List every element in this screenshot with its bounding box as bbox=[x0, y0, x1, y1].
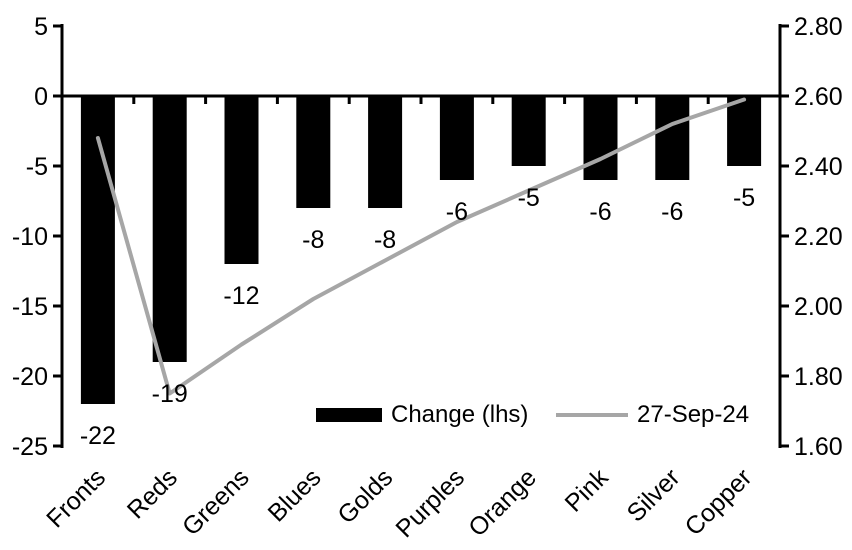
bar-value-label: -5 bbox=[518, 184, 540, 212]
bar-orange bbox=[511, 96, 546, 166]
right-axis-tick-label: 2.80 bbox=[794, 13, 843, 41]
right-axis-tick-label: 2.40 bbox=[794, 153, 843, 181]
bar-series-swatch bbox=[316, 408, 382, 422]
category-label-orange: Orange bbox=[463, 463, 542, 542]
left-axis-tick-label: 5 bbox=[34, 13, 48, 41]
left-axis-tick-label: -15 bbox=[12, 293, 48, 321]
bar-blues bbox=[296, 96, 331, 208]
bar-value-label: -19 bbox=[152, 380, 188, 408]
line-series-swatch bbox=[556, 413, 628, 417]
legend-item-change-lhs: Change (lhs) bbox=[316, 401, 528, 429]
bar-value-label: -5 bbox=[733, 184, 755, 212]
bar-value-label: -22 bbox=[80, 422, 116, 450]
bar-value-label: -8 bbox=[374, 226, 396, 254]
bar-fronts bbox=[80, 96, 115, 404]
category-label-reds: Reds bbox=[122, 463, 183, 524]
category-label-greens: Greens bbox=[177, 463, 255, 541]
bar-silver bbox=[655, 96, 690, 180]
left-axis-tick-label: 0 bbox=[34, 83, 48, 111]
bar-value-label: -6 bbox=[446, 198, 468, 226]
bar-value-label: -6 bbox=[661, 198, 683, 226]
legend-item-date-series: 27-Sep-24 bbox=[556, 401, 749, 429]
category-label-pink: Pink bbox=[560, 463, 615, 518]
left-axis-tick-label: -5 bbox=[26, 153, 48, 181]
left-axis-tick-label: -25 bbox=[12, 433, 48, 461]
right-axis-tick-label: 2.60 bbox=[794, 83, 843, 111]
bar-value-label: -12 bbox=[223, 282, 259, 310]
bar-value-label: -8 bbox=[302, 226, 324, 254]
category-label-golds: Golds bbox=[332, 463, 398, 529]
bar-value-label: -6 bbox=[589, 198, 611, 226]
bar-golds bbox=[368, 96, 403, 208]
left-axis-tick-label: -20 bbox=[12, 363, 48, 391]
bar-pink bbox=[583, 96, 618, 180]
legend-label-change-lhs: Change (lhs) bbox=[391, 401, 529, 428]
bar-reds bbox=[152, 96, 187, 362]
right-axis-tick-label: 2.20 bbox=[794, 223, 843, 251]
right-axis-tick-label: 1.80 bbox=[794, 363, 843, 391]
category-label-blues: Blues bbox=[263, 463, 327, 527]
right-axis-tick-label: 1.60 bbox=[794, 433, 843, 461]
left-axis-tick-label: -10 bbox=[12, 223, 48, 251]
bar-copper bbox=[727, 96, 762, 166]
category-label-purples: Purples bbox=[390, 463, 470, 543]
right-axis-tick-label: 2.00 bbox=[794, 293, 843, 321]
line-series bbox=[95, 97, 747, 396]
category-label-silver: Silver bbox=[622, 463, 686, 527]
bar-purples bbox=[439, 96, 474, 180]
category-label-fronts: Fronts bbox=[41, 463, 111, 533]
bar-greens bbox=[224, 96, 259, 264]
category-label-copper: Copper bbox=[680, 463, 758, 541]
legend-label-date-series: 27-Sep-24 bbox=[637, 401, 750, 428]
